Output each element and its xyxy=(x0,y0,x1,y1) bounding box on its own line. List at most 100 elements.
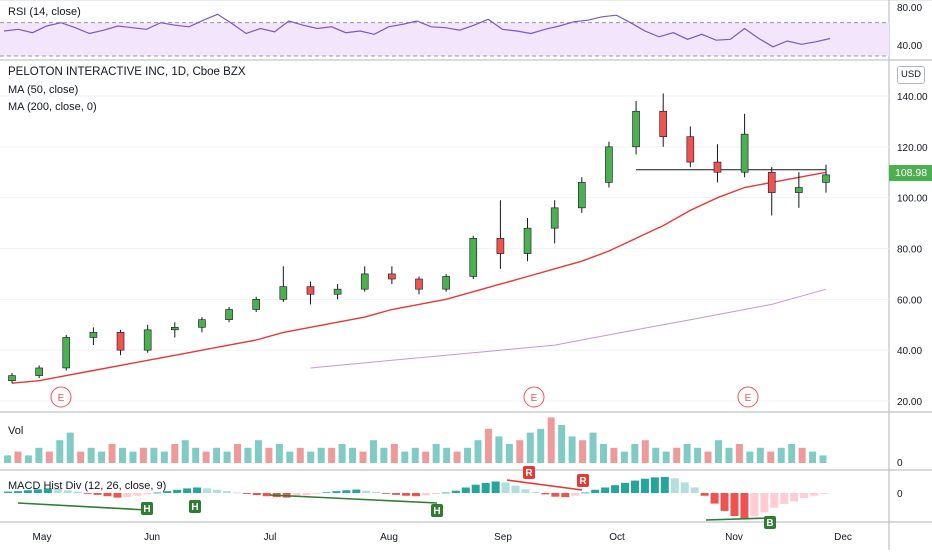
macd-bar xyxy=(382,493,391,494)
volume-bar xyxy=(234,444,242,463)
macd-bar xyxy=(342,490,351,493)
macd-bar xyxy=(700,493,709,496)
time-tick-label: Oct xyxy=(609,532,625,543)
earnings-marker[interactable]: E xyxy=(523,386,545,408)
price-tick-label: 40.00 xyxy=(897,346,922,357)
macd-bar xyxy=(123,493,132,498)
volume-bar xyxy=(809,451,817,463)
time-tick-label: May xyxy=(33,532,52,543)
macd-bar xyxy=(630,480,639,493)
macd-bar xyxy=(451,490,460,493)
earnings-marker-circle xyxy=(523,386,545,408)
candle-body xyxy=(442,276,450,290)
earnings-marker[interactable]: E xyxy=(50,386,72,408)
macd-bar xyxy=(421,493,430,496)
macd-bar xyxy=(33,489,42,493)
price-axis[interactable]: 140.00 120.00 100.00 80.00 60.00 40.00 20.00 xyxy=(897,92,928,408)
volume-bar xyxy=(192,447,200,463)
volume-bar xyxy=(547,417,555,463)
macd-bar xyxy=(402,493,411,496)
volume-bar xyxy=(453,451,461,463)
volume-bar xyxy=(641,440,649,463)
macd-bar xyxy=(531,492,540,493)
volume-bar xyxy=(56,440,64,463)
macd-bar xyxy=(242,493,251,494)
ma200-legend[interactable]: MA (200, close, 0) xyxy=(8,101,97,113)
candle-body xyxy=(605,146,613,183)
earnings-marker[interactable]: E xyxy=(737,386,759,408)
macd-bar xyxy=(611,485,620,493)
macd-bar xyxy=(621,482,630,493)
volume-bar xyxy=(777,447,785,463)
volume-bar xyxy=(328,447,336,463)
candle-body xyxy=(89,332,98,338)
macd-bar xyxy=(551,493,560,497)
macd-bar xyxy=(760,493,769,513)
volume-bar xyxy=(369,440,377,463)
volume-bar xyxy=(558,425,566,463)
macd-bar xyxy=(372,491,381,493)
candle-body xyxy=(767,171,776,193)
candle-body xyxy=(198,319,206,328)
macd-bar xyxy=(680,482,689,493)
macd-bar xyxy=(521,489,530,493)
volume-bar xyxy=(798,447,806,463)
macd-bar xyxy=(302,493,311,496)
candle-body xyxy=(822,174,830,183)
macd-bar xyxy=(212,489,221,493)
currency-button[interactable]: USD xyxy=(897,66,925,84)
time-tick-label: Jul xyxy=(264,532,277,543)
volume-bar xyxy=(401,451,409,463)
candle-body xyxy=(415,278,423,290)
divergence-marker-box xyxy=(189,500,201,513)
rsi-tick-80: 80.00 xyxy=(897,3,922,14)
macd-bar xyxy=(571,493,580,496)
candle-body xyxy=(225,309,233,320)
earnings-marker-label: E xyxy=(745,393,752,404)
candle-body xyxy=(333,288,342,295)
macd-bar xyxy=(740,493,749,519)
volume-bar xyxy=(464,447,472,463)
rsi-label: RSI (14, close) xyxy=(8,6,81,18)
divergence-marker: R xyxy=(577,474,589,487)
macd-bar xyxy=(501,482,510,493)
macd-bar xyxy=(581,492,590,494)
divergence-marker-box xyxy=(431,504,443,517)
time-axis[interactable]: May Jun Jul Aug Sep Oct Nov Dec xyxy=(33,532,852,543)
macd-bar xyxy=(720,493,729,511)
macd-bar xyxy=(252,493,261,496)
macd-bar xyxy=(232,492,241,494)
divergence-line xyxy=(705,517,771,521)
price-tick-label: 120.00 xyxy=(897,143,928,154)
divergence-marker: H xyxy=(141,502,153,515)
volume-bar xyxy=(495,436,503,463)
macd-bar xyxy=(43,488,52,493)
volume-bar xyxy=(568,436,576,463)
rsi-pane xyxy=(0,13,889,57)
volume-pane xyxy=(4,417,827,463)
volume-bar xyxy=(108,444,116,463)
candle-body xyxy=(171,326,179,331)
volume-bar xyxy=(338,444,346,463)
macd-bar xyxy=(640,478,649,493)
macd-bar xyxy=(730,493,739,516)
volume-bar xyxy=(359,451,367,463)
volume-bar xyxy=(139,447,147,463)
volume-bar xyxy=(307,451,315,463)
volume-bar xyxy=(380,447,388,463)
candle-body xyxy=(659,110,668,137)
macd-bar xyxy=(461,487,470,493)
candle-body xyxy=(62,337,71,369)
macd-bar xyxy=(153,492,162,494)
price-tick-label: 60.00 xyxy=(897,295,922,306)
volume-bar xyxy=(735,444,743,463)
volume-bar xyxy=(537,428,545,463)
ma50-legend[interactable]: MA (50, close) xyxy=(8,84,79,96)
volume-bar xyxy=(725,447,733,463)
volume-bar xyxy=(526,432,534,463)
macd-bar xyxy=(810,493,819,496)
macd-pane: H H H R R B xyxy=(4,466,829,529)
macd-bar xyxy=(73,491,82,493)
